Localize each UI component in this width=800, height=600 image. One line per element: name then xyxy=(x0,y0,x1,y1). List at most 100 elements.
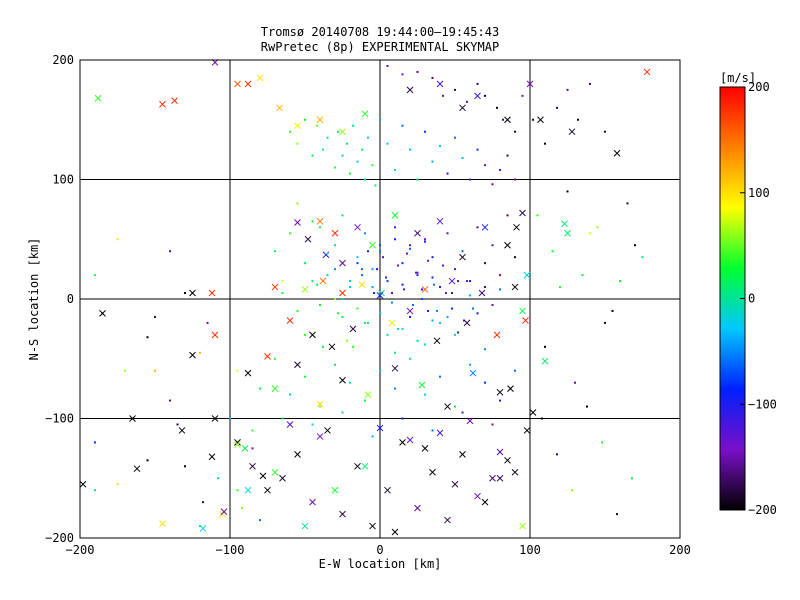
data-point-dot xyxy=(406,252,408,255)
data-point-cross xyxy=(421,445,429,452)
data-point-dot xyxy=(397,264,399,267)
data-point-dot xyxy=(559,286,561,289)
data-point-dot xyxy=(476,312,479,315)
data-point-dot xyxy=(532,118,534,121)
data-point-dot xyxy=(409,244,411,247)
data-point-cross xyxy=(79,480,87,488)
data-point-cross xyxy=(294,122,301,130)
data-point-dot xyxy=(409,247,411,250)
data-point-dot xyxy=(616,513,618,516)
data-point-dot xyxy=(373,292,375,295)
data-point-dot xyxy=(94,441,96,444)
data-point-dot xyxy=(454,136,456,139)
data-point-cross xyxy=(369,522,376,530)
data-point-dot xyxy=(424,343,426,346)
data-point-cross xyxy=(529,409,537,416)
data-point-cross xyxy=(339,289,346,297)
data-point-dot xyxy=(274,357,276,360)
y-tick-label: −200 xyxy=(45,531,74,545)
data-point-dot xyxy=(641,256,644,259)
data-point-dot xyxy=(514,130,516,133)
data-point-dot xyxy=(304,262,306,265)
data-point-cross xyxy=(489,474,496,482)
data-point-cross xyxy=(436,429,444,437)
data-point-dot xyxy=(506,214,509,217)
data-point-dot xyxy=(431,319,434,322)
data-point-cross xyxy=(399,439,406,446)
data-point-dot xyxy=(289,130,291,133)
data-point-dot xyxy=(451,307,453,310)
data-point-cross xyxy=(519,522,526,530)
data-point-dot xyxy=(367,250,369,253)
data-point-dot xyxy=(571,489,573,492)
data-point-dot xyxy=(371,268,374,271)
data-point-dot xyxy=(461,250,464,253)
colorbar-tick-label: 200 xyxy=(748,80,770,94)
data-point-dot xyxy=(289,232,291,235)
data-point-dot xyxy=(296,202,299,205)
data-point-dot xyxy=(341,411,344,414)
data-point-cross xyxy=(208,453,216,461)
data-point-dot xyxy=(496,106,498,109)
data-point-dot xyxy=(337,130,339,133)
data-point-cross xyxy=(339,510,346,518)
data-point-dot xyxy=(199,351,201,354)
data-point-cross xyxy=(133,465,141,473)
data-point-dot xyxy=(374,184,377,187)
x-tick-label: 100 xyxy=(519,543,541,557)
data-point-dot xyxy=(334,268,336,271)
data-point-dot xyxy=(581,274,584,277)
data-point-dot xyxy=(349,172,351,175)
data-point-dot xyxy=(116,483,119,486)
data-point-cross xyxy=(244,369,252,377)
data-point-cross xyxy=(244,486,252,494)
data-point-cross xyxy=(507,385,514,392)
data-point-cross xyxy=(316,116,324,124)
data-point-cross xyxy=(369,241,376,249)
data-point-cross xyxy=(421,286,429,293)
data-point-dot xyxy=(439,286,441,289)
data-point-cross xyxy=(493,331,501,339)
data-point-cross xyxy=(513,223,520,231)
data-point-cross xyxy=(271,283,279,291)
data-point-dot xyxy=(259,387,261,390)
data-point-cross xyxy=(286,421,294,428)
data-point-dot xyxy=(544,345,546,348)
data-point-cross xyxy=(171,97,178,104)
data-point-dot xyxy=(337,312,339,315)
data-point-dot xyxy=(556,106,558,109)
data-point-dot xyxy=(502,118,504,121)
data-point-dot xyxy=(169,250,171,253)
data-point-dot xyxy=(491,183,494,186)
data-point-cross xyxy=(459,450,466,458)
data-point-cross xyxy=(234,439,241,446)
data-point-dot xyxy=(457,280,459,283)
data-point-dot xyxy=(611,309,614,312)
data-point-cross xyxy=(211,415,219,422)
data-point-cross xyxy=(504,456,511,464)
data-point-dot xyxy=(445,292,447,295)
data-point-dot xyxy=(311,280,314,283)
data-point-dot xyxy=(394,387,396,390)
data-point-cross xyxy=(279,474,286,482)
data-point-cross xyxy=(406,436,414,444)
data-point-cross xyxy=(643,68,651,76)
data-point-cross xyxy=(339,128,346,136)
data-point-dot xyxy=(427,259,429,262)
data-point-dot xyxy=(371,286,374,289)
data-point-cross xyxy=(568,128,576,136)
data-point-cross xyxy=(561,220,568,228)
data-point-dot xyxy=(416,271,419,274)
data-point-cross xyxy=(391,211,399,219)
data-point-cross xyxy=(199,525,207,532)
data-point-dot xyxy=(361,148,363,151)
data-point-dot xyxy=(514,256,516,259)
data-point-dot xyxy=(394,351,396,354)
data-point-dot xyxy=(427,309,429,312)
data-point-dot xyxy=(356,262,359,265)
data-point-dot xyxy=(586,405,588,408)
data-point-dot xyxy=(454,405,456,408)
data-point-dot xyxy=(346,142,348,145)
data-point-dot xyxy=(499,274,501,277)
data-point-dot xyxy=(457,331,459,334)
